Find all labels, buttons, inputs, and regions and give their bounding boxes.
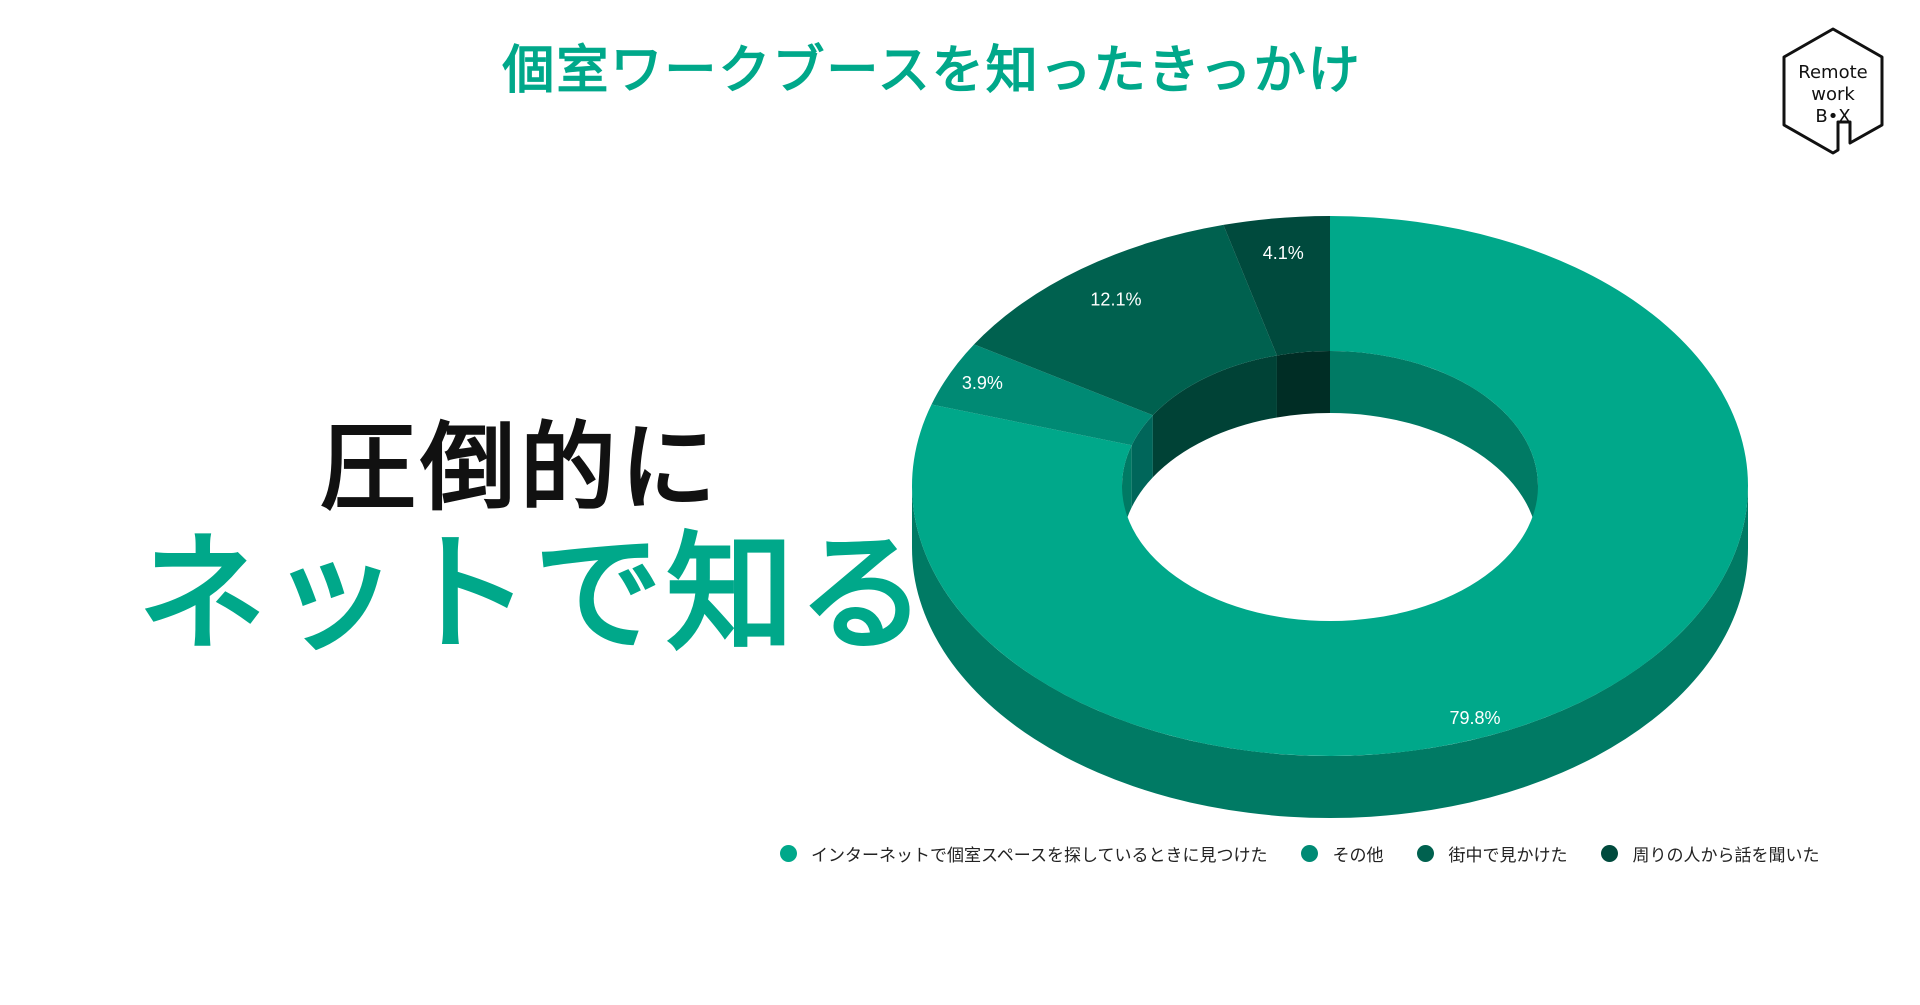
donut-inner-wall-group [1122,351,1538,548]
donut-top-group [912,216,1748,757]
slice-label-1: 3.9% [962,373,1003,393]
inner-wall-1-1 [1131,415,1153,508]
logo-line-2: work [1811,84,1855,105]
legend-label: 周りの人から話を聞いた [1632,845,1820,866]
legend-swatch-icon [1301,844,1319,862]
headline-learn-online: ネットで知る [138,520,931,669]
slice-label-3: 4.1% [1263,243,1304,263]
legend-item-2: 街中で見かけた [1417,841,1567,866]
slice-label-0: 79.8% [1449,708,1500,728]
slice-top-2 [974,224,1277,416]
legend-swatch-icon [1417,844,1435,862]
slice-label-2: 12.1% [1090,290,1141,310]
logo-line-3: B•X [1815,106,1850,127]
legend-swatch-icon [1601,844,1619,862]
page-title-text: 個室ワークブースを知ったきっかけ [502,41,1362,101]
legend-swatch-icon [780,844,797,862]
donut-chart: 79.8% 3.9% 12.1% 4.1% [912,216,1748,818]
legend-label: インターネットで個室スペースを探しているときに見つけた [811,845,1268,866]
legend-label: その他 [1332,845,1384,866]
slice-top-1 [931,344,1153,446]
legend-label: 街中で見かけた [1448,845,1568,866]
legend-item-1: その他 [1301,841,1383,866]
slice-top-3 [1223,216,1330,356]
slice-top-0 [912,216,1748,757]
legend-item-3: 周りの人から話を聞いた [1601,841,1819,866]
remote-work-box-logo: Remote work B•X [1782,27,1884,155]
chart-legend: インターネットで個室スペースを探しているときに見つけた その他 街中で見かけた 周りの… [780,838,1853,868]
donut-label-group: 79.8% 3.9% 12.1% 4.1% [962,243,1501,728]
legend-item-0: インターネットで個室スペースを探しているときに見つけた [780,841,1267,866]
outer-side-wall-0 [912,486,1748,818]
inner-wall-2-1 [1152,355,1277,478]
inner-wall-3-1 [1276,351,1330,418]
logo-hexagon-outline [1782,27,1884,155]
inner-wall-0-0 [1330,351,1538,548]
logo-line-1: Remote [1798,62,1867,83]
headline-overwhelmingly: 圧倒的に [320,412,720,524]
donut-outer-side-group [912,486,1748,818]
page-title: 個室ワークブースを知ったきっかけ [0,28,1920,103]
